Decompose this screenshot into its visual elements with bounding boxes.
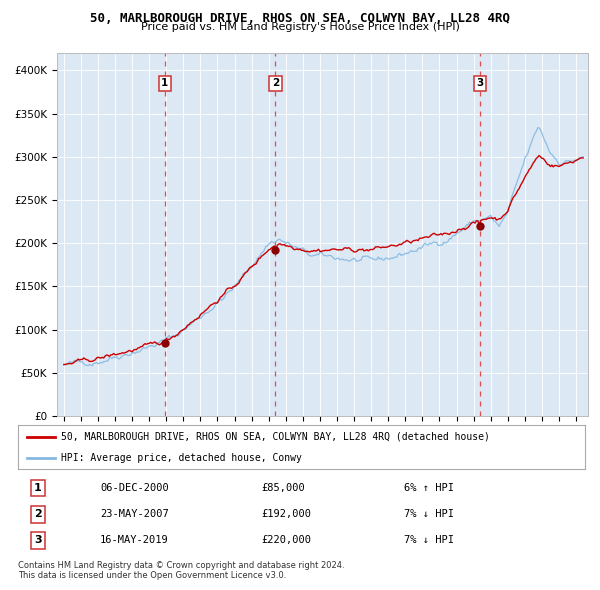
Text: 06-DEC-2000: 06-DEC-2000 xyxy=(100,483,169,493)
Text: £85,000: £85,000 xyxy=(262,483,305,493)
Text: 7% ↓ HPI: 7% ↓ HPI xyxy=(404,536,454,546)
Text: 6% ↑ HPI: 6% ↑ HPI xyxy=(404,483,454,493)
Text: 1: 1 xyxy=(34,483,42,493)
Text: 3: 3 xyxy=(476,78,484,88)
Text: 2: 2 xyxy=(272,78,279,88)
Text: 3: 3 xyxy=(34,536,41,546)
Text: Contains HM Land Registry data © Crown copyright and database right 2024.
This d: Contains HM Land Registry data © Crown c… xyxy=(18,560,344,580)
Text: 1: 1 xyxy=(161,78,169,88)
Text: 7% ↓ HPI: 7% ↓ HPI xyxy=(404,509,454,519)
Text: 16-MAY-2019: 16-MAY-2019 xyxy=(100,536,169,546)
Text: 50, MARLBOROUGH DRIVE, RHOS ON SEA, COLWYN BAY, LL28 4RQ (detached house): 50, MARLBOROUGH DRIVE, RHOS ON SEA, COLW… xyxy=(61,432,490,442)
Text: 50, MARLBOROUGH DRIVE, RHOS ON SEA, COLWYN BAY, LL28 4RQ: 50, MARLBOROUGH DRIVE, RHOS ON SEA, COLW… xyxy=(90,12,510,25)
Text: £220,000: £220,000 xyxy=(262,536,312,546)
Text: HPI: Average price, detached house, Conwy: HPI: Average price, detached house, Conw… xyxy=(61,453,301,463)
Text: 2: 2 xyxy=(34,509,42,519)
Text: £192,000: £192,000 xyxy=(262,509,312,519)
Text: Price paid vs. HM Land Registry's House Price Index (HPI): Price paid vs. HM Land Registry's House … xyxy=(140,22,460,32)
Text: 23-MAY-2007: 23-MAY-2007 xyxy=(100,509,169,519)
